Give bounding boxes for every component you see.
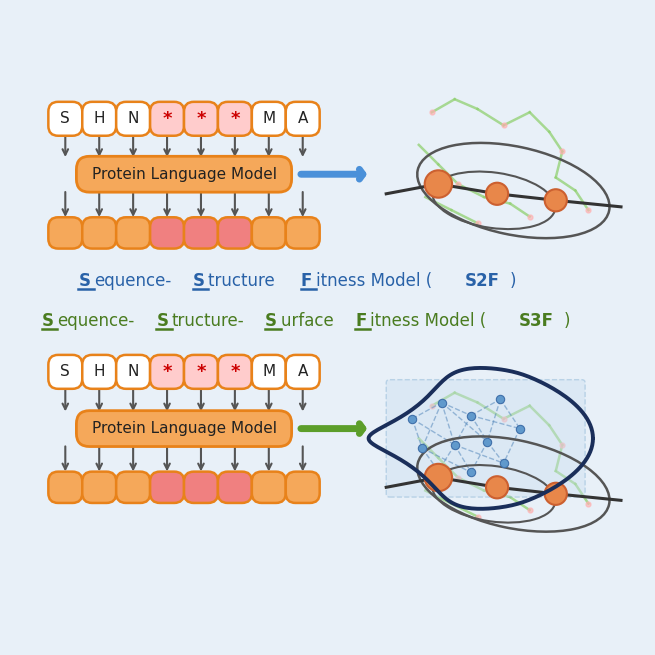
FancyBboxPatch shape	[218, 355, 252, 389]
FancyBboxPatch shape	[184, 355, 218, 389]
FancyBboxPatch shape	[116, 355, 150, 389]
FancyBboxPatch shape	[48, 355, 83, 389]
FancyBboxPatch shape	[150, 217, 184, 249]
Text: *: *	[196, 110, 206, 128]
FancyBboxPatch shape	[116, 217, 150, 249]
FancyBboxPatch shape	[150, 102, 184, 136]
FancyBboxPatch shape	[218, 472, 252, 503]
Text: *: *	[230, 110, 240, 128]
Text: itness Model (: itness Model (	[316, 272, 432, 290]
Text: S3F: S3F	[519, 312, 554, 330]
FancyBboxPatch shape	[48, 102, 83, 136]
Text: H: H	[94, 111, 105, 126]
Text: S: S	[42, 312, 54, 330]
Text: tructure: tructure	[208, 272, 280, 290]
Text: A: A	[297, 364, 308, 379]
Text: *: *	[230, 363, 240, 381]
FancyBboxPatch shape	[252, 102, 286, 136]
FancyBboxPatch shape	[83, 217, 116, 249]
Circle shape	[424, 464, 452, 491]
FancyBboxPatch shape	[77, 157, 291, 192]
Text: equence-: equence-	[57, 312, 134, 330]
Text: itness Model (: itness Model (	[370, 312, 486, 330]
FancyBboxPatch shape	[150, 355, 184, 389]
Text: M: M	[262, 111, 275, 126]
Text: Protein Language Model: Protein Language Model	[92, 421, 276, 436]
Text: *: *	[162, 363, 172, 381]
Text: F: F	[301, 272, 312, 290]
FancyBboxPatch shape	[48, 217, 83, 249]
FancyBboxPatch shape	[116, 472, 150, 503]
Text: S: S	[193, 272, 205, 290]
Text: S: S	[157, 312, 168, 330]
Text: H: H	[94, 364, 105, 379]
FancyBboxPatch shape	[83, 102, 116, 136]
Text: N: N	[128, 364, 139, 379]
FancyBboxPatch shape	[218, 102, 252, 136]
FancyBboxPatch shape	[286, 102, 320, 136]
FancyBboxPatch shape	[83, 355, 116, 389]
Circle shape	[486, 183, 508, 205]
FancyBboxPatch shape	[252, 217, 286, 249]
Text: ): )	[564, 312, 571, 330]
FancyBboxPatch shape	[83, 472, 116, 503]
Text: F: F	[355, 312, 367, 330]
Text: A: A	[297, 111, 308, 126]
Text: *: *	[162, 110, 172, 128]
Text: ): )	[510, 272, 516, 290]
Circle shape	[545, 189, 567, 212]
FancyBboxPatch shape	[184, 217, 218, 249]
Text: S2F: S2F	[465, 272, 500, 290]
Text: N: N	[128, 111, 139, 126]
Text: S: S	[60, 111, 70, 126]
Text: S: S	[265, 312, 277, 330]
Text: Protein Language Model: Protein Language Model	[92, 167, 276, 181]
FancyBboxPatch shape	[150, 472, 184, 503]
Text: *: *	[196, 363, 206, 381]
Text: urface: urface	[280, 312, 339, 330]
FancyBboxPatch shape	[184, 472, 218, 503]
FancyBboxPatch shape	[252, 472, 286, 503]
FancyBboxPatch shape	[116, 102, 150, 136]
FancyBboxPatch shape	[286, 355, 320, 389]
FancyBboxPatch shape	[48, 472, 83, 503]
FancyBboxPatch shape	[386, 380, 585, 497]
Text: equence-: equence-	[94, 272, 171, 290]
Circle shape	[486, 476, 508, 498]
FancyBboxPatch shape	[184, 102, 218, 136]
FancyBboxPatch shape	[218, 217, 252, 249]
Circle shape	[424, 170, 452, 198]
Text: M: M	[262, 364, 275, 379]
Circle shape	[545, 483, 567, 505]
Text: S: S	[79, 272, 90, 290]
Text: S: S	[60, 364, 70, 379]
Text: tructure-: tructure-	[172, 312, 244, 330]
FancyBboxPatch shape	[252, 355, 286, 389]
FancyBboxPatch shape	[77, 411, 291, 447]
FancyBboxPatch shape	[286, 217, 320, 249]
FancyBboxPatch shape	[286, 472, 320, 503]
